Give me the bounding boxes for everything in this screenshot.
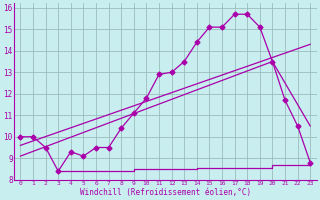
X-axis label: Windchill (Refroidissement éolien,°C): Windchill (Refroidissement éolien,°C) xyxy=(80,188,251,197)
